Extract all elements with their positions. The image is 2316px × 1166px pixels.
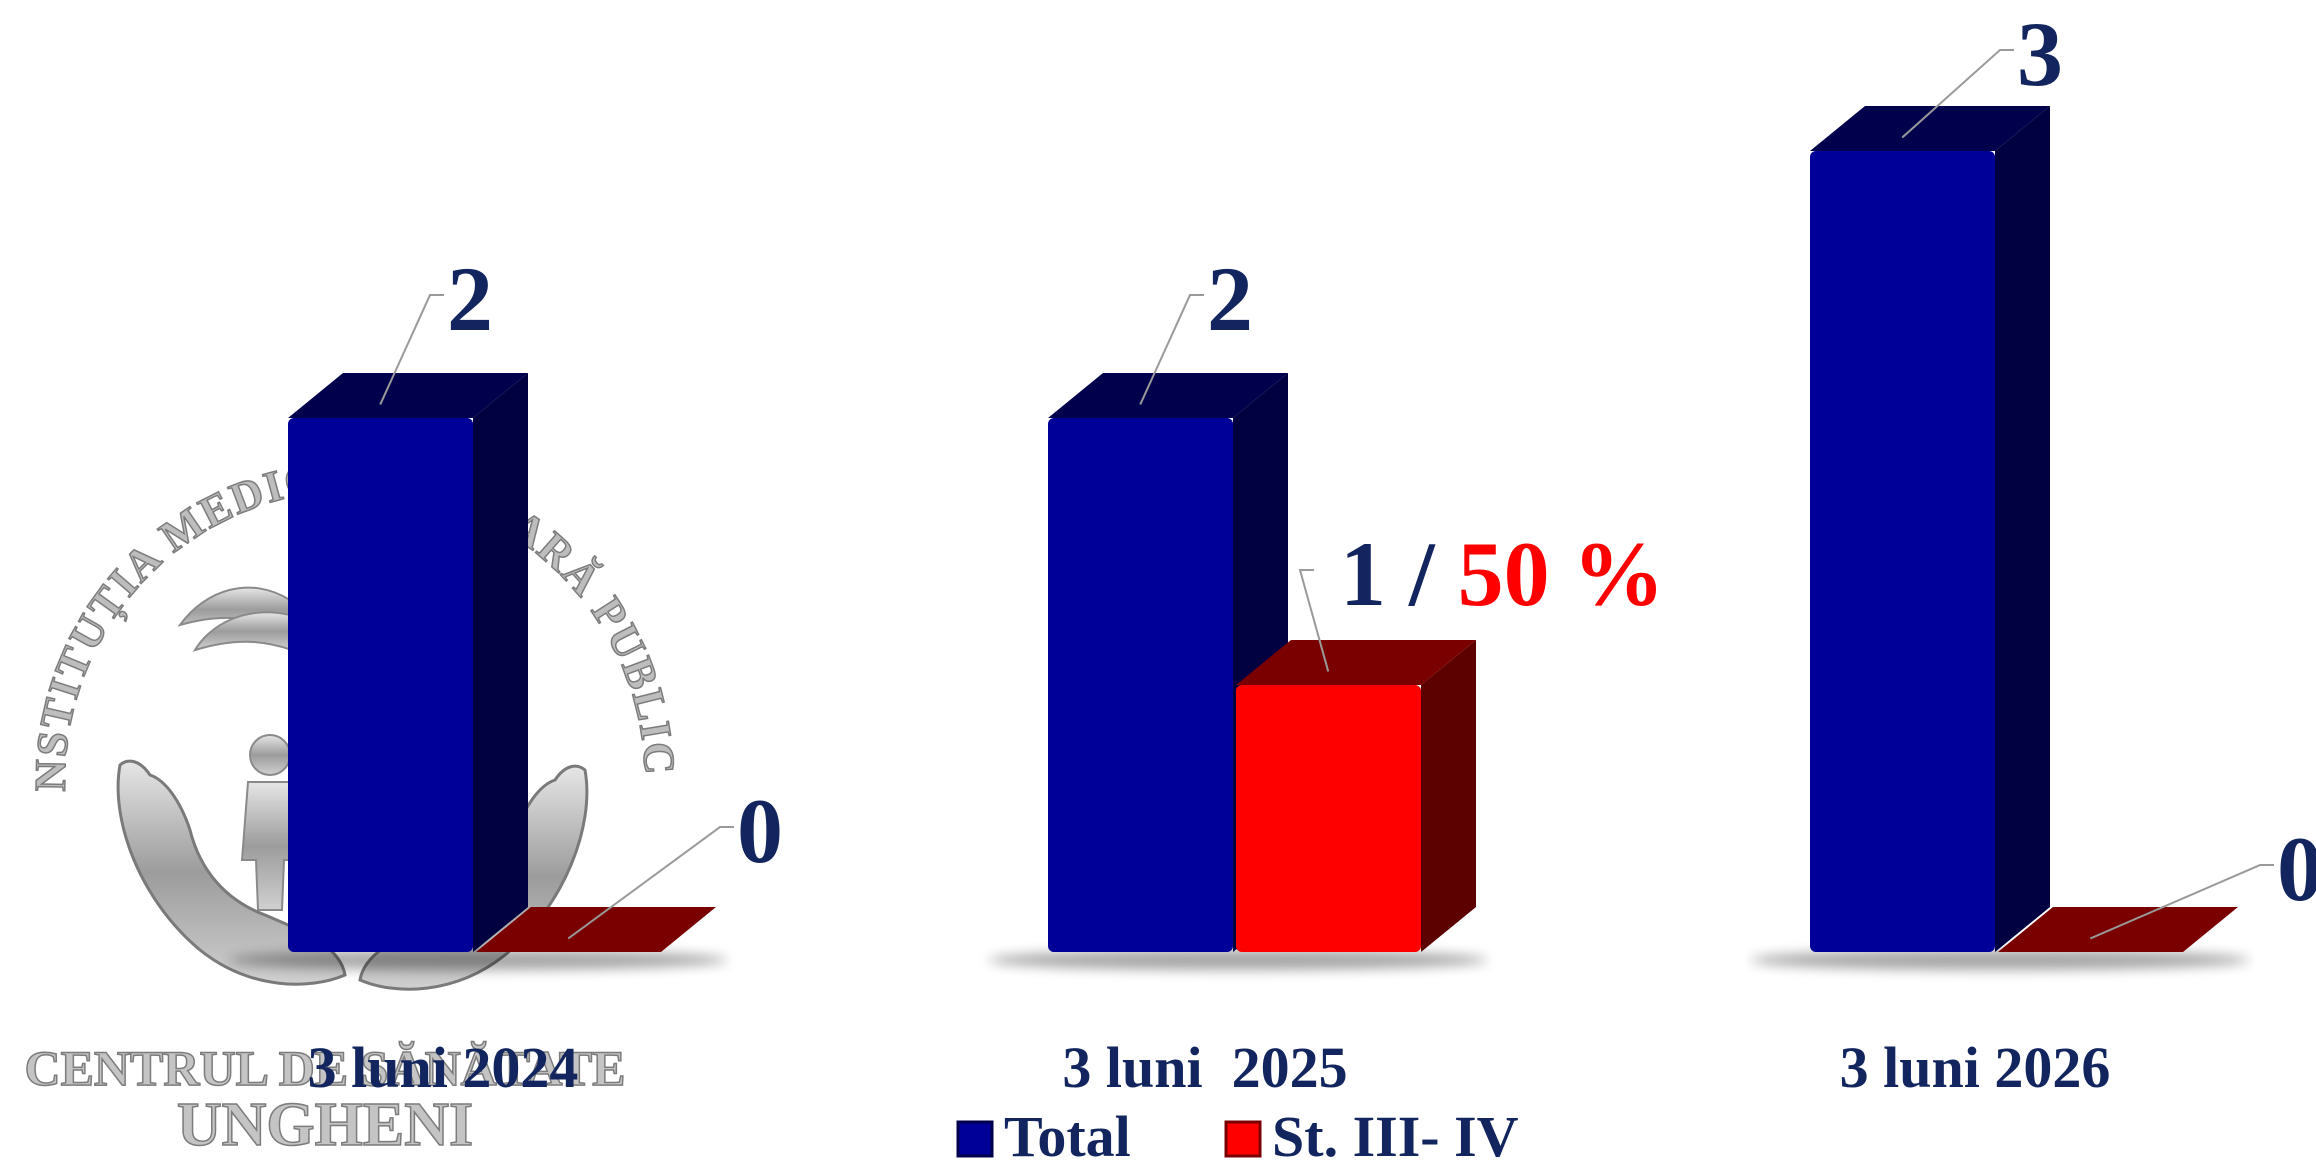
logo-line2: UNGHENI <box>177 1091 473 1159</box>
bar-shadow <box>988 950 1488 970</box>
legend-swatch-st-iii-iv <box>1224 1120 1262 1158</box>
data-label-st-iii-iv-2: 1 / 50 % <box>1340 523 1665 625</box>
bar-side <box>1995 106 2050 952</box>
legend-label-st-iii-iv: St. III- IV <box>1272 1104 1519 1166</box>
data-label-st-iii-iv-1: 0 <box>737 780 783 882</box>
legend-item-total: Total <box>956 1104 1131 1166</box>
legend-item-st-iii-iv: St. III- IV <box>1224 1104 1519 1166</box>
bar-top <box>476 907 716 952</box>
data-label-total-2: 2 <box>1207 248 1253 350</box>
leader-line <box>567 826 734 940</box>
category-labels: 3 luni 2024 3 luni 2025 3 luni 2026 <box>308 1035 2111 1100</box>
bar-st-iii-iv-3 <box>1998 907 2238 952</box>
bar-front <box>1048 418 1233 952</box>
bar-side <box>473 373 528 952</box>
bar-top <box>1048 373 1288 418</box>
bar-st-iii-iv-2 <box>1236 640 1476 952</box>
bar-total-3 <box>1810 106 2050 952</box>
bar-front <box>1236 685 1421 952</box>
bar-front <box>1810 151 1995 952</box>
legend: Total St. III- IV <box>956 1104 1519 1166</box>
leader-line <box>1901 49 2014 139</box>
bar-front <box>288 418 473 952</box>
bar-top <box>1810 106 2050 151</box>
category-label-3: 3 luni 2026 <box>1840 1035 2111 1100</box>
bar-total-1 <box>288 373 528 952</box>
bar-top <box>1998 907 2238 952</box>
data-label-total-3: 3 <box>2017 3 2063 105</box>
bar-top <box>1236 640 1476 685</box>
category-label-2: 3 luni 2025 <box>1062 1035 1347 1100</box>
data-label-st-iii-iv-3: 0 <box>2277 818 2316 920</box>
data-label-total-1: 2 <box>447 248 493 350</box>
logo-line1: CENTRUL DE SĂNĂTATE <box>24 1040 625 1096</box>
leader-line <box>2089 864 2274 940</box>
legend-swatch-total <box>956 1120 994 1158</box>
bar-shadow <box>1750 950 2250 970</box>
category-label-1: 3 luni 2024 <box>308 1035 579 1100</box>
bars-layer <box>228 106 2250 970</box>
bar-shadow <box>228 950 728 970</box>
legend-label-total: Total <box>1004 1104 1131 1166</box>
leader-line <box>1139 294 1204 405</box>
labels-layer: 2 0 2 1 / 50 % 3 0 <box>379 3 2316 940</box>
bar-side <box>1421 640 1476 952</box>
leader-line <box>1298 569 1330 672</box>
leader-line <box>379 294 444 405</box>
bar-st-iii-iv-1 <box>476 907 716 952</box>
bar-top <box>288 373 528 418</box>
